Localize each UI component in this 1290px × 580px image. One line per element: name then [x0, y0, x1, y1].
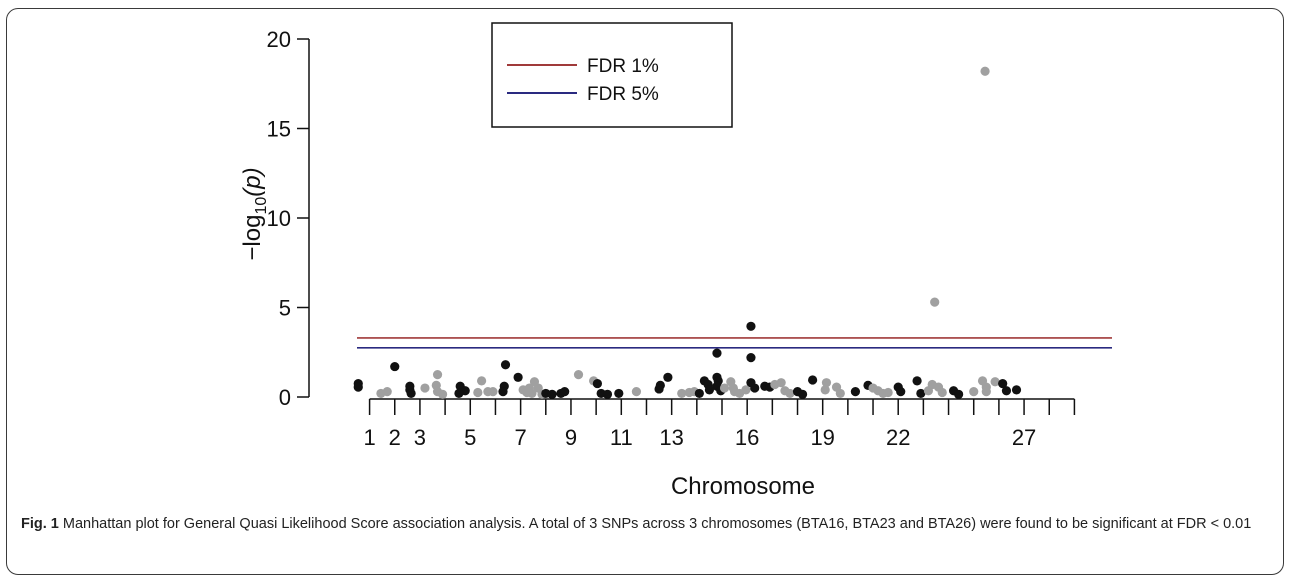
snp-point	[704, 385, 715, 395]
snp-point	[746, 353, 756, 363]
snp-point	[969, 387, 979, 397]
x-tick-label-3: 3	[414, 425, 426, 450]
snp-point	[776, 378, 786, 388]
snp-point	[719, 383, 730, 393]
x-tick-label-19: 19	[810, 425, 834, 450]
snp-point	[406, 388, 416, 399]
y-tick-label-4: 20	[267, 27, 291, 52]
y-axis-title-suffix: (p)	[239, 167, 266, 196]
y-tick-label-2: 10	[267, 206, 291, 231]
snp-point	[1011, 385, 1022, 395]
snp-point	[454, 388, 464, 399]
snp-point	[712, 348, 722, 358]
legend-box	[491, 22, 733, 128]
y-tick-label-1: 5	[279, 296, 291, 321]
legend-label-fdr5: FDR 5%	[587, 84, 659, 105]
x-tick-label-13: 13	[659, 425, 683, 450]
snp-point	[746, 321, 756, 331]
snp-point	[573, 370, 584, 380]
x-tick-label-9: 9	[565, 425, 577, 450]
snp-point	[382, 387, 392, 397]
snp-point	[654, 384, 664, 394]
snp-point	[896, 387, 906, 397]
snp-point	[631, 387, 642, 397]
y-tick-label-0: 0	[279, 385, 291, 410]
snp-point	[513, 372, 523, 382]
snp-point	[808, 375, 818, 385]
snp-point	[930, 297, 940, 307]
x-tick-label-7: 7	[514, 425, 526, 450]
snp-point	[694, 388, 704, 399]
snp-point	[912, 376, 922, 386]
snp-point	[1001, 386, 1012, 396]
snp-points	[353, 66, 1022, 399]
x-tick-label-27: 27	[1012, 425, 1036, 450]
snp-point	[500, 360, 511, 370]
snp-point	[850, 387, 861, 397]
snp-point	[797, 389, 808, 399]
snp-point	[663, 372, 673, 382]
x-tick-label-5: 5	[464, 425, 476, 450]
snp-point	[473, 387, 483, 398]
manhattan-plot: 0 5 10 15 20 1 2 3 5 7 9 11 13 16 19 22 27 FDR 1% FDR 5%…	[239, 22, 1112, 500]
snp-point	[820, 385, 830, 395]
snp-point	[990, 377, 1000, 387]
snp-point	[560, 387, 570, 397]
figure-frame: 0 5 10 15 20 1 2 3 5 7 9 11 13 16 19 22 27 FDR 1% FDR 5%…	[6, 8, 1284, 575]
y-axis-title-prefix: −log	[239, 215, 266, 261]
snp-point	[390, 361, 400, 372]
legend: FDR 1% FDR 5%	[491, 22, 733, 128]
snp-point	[821, 378, 832, 388]
snp-point	[954, 389, 964, 399]
snp-point	[750, 383, 760, 393]
threshold-lines	[357, 337, 1112, 349]
snp-point	[592, 378, 602, 389]
x-axis-title: Chromosome	[671, 473, 815, 500]
snp-point	[432, 370, 443, 380]
snp-point	[998, 378, 1008, 389]
snp-point	[437, 389, 448, 399]
snp-point	[981, 387, 991, 397]
snp-point	[916, 388, 926, 399]
snp-point	[547, 389, 557, 399]
x-tick-label-2: 2	[389, 425, 401, 450]
caption-label: Fig. 1	[21, 516, 59, 532]
snp-point	[835, 388, 845, 399]
snp-point	[677, 388, 687, 399]
snp-point	[477, 376, 487, 386]
y-axis-title: −log10(p)	[239, 167, 270, 260]
caption-text: Manhattan plot for General Quasi Likelih…	[58, 516, 1252, 532]
y-tick-label-3: 15	[267, 117, 291, 142]
snp-point	[785, 388, 795, 399]
snp-point	[937, 387, 947, 398]
snp-point	[405, 381, 415, 391]
axes: 0 5 10 15 20 1 2 3 5 7 9 11 13 16 19 22 27	[267, 27, 1076, 450]
snp-point	[980, 66, 990, 76]
snp-point	[614, 388, 624, 399]
snp-point	[498, 387, 508, 397]
snp-point	[527, 388, 537, 399]
legend-label-fdr1: FDR 1%	[587, 56, 659, 77]
snp-point	[488, 387, 498, 397]
snp-point	[741, 385, 751, 395]
x-tick-label-22: 22	[886, 425, 910, 450]
snp-point	[602, 389, 613, 399]
x-tick-label-11: 11	[610, 425, 633, 450]
snp-point	[883, 387, 893, 398]
figure-caption: Fig. 1 Manhattan plot for General Quasi …	[21, 514, 1279, 535]
y-axis-title-sub: 10	[253, 197, 270, 215]
x-tick-label-16: 16	[735, 425, 759, 450]
snp-point	[923, 386, 934, 396]
x-tick-label-1: 1	[363, 425, 375, 450]
snp-point	[353, 382, 363, 392]
snp-point	[420, 383, 430, 393]
